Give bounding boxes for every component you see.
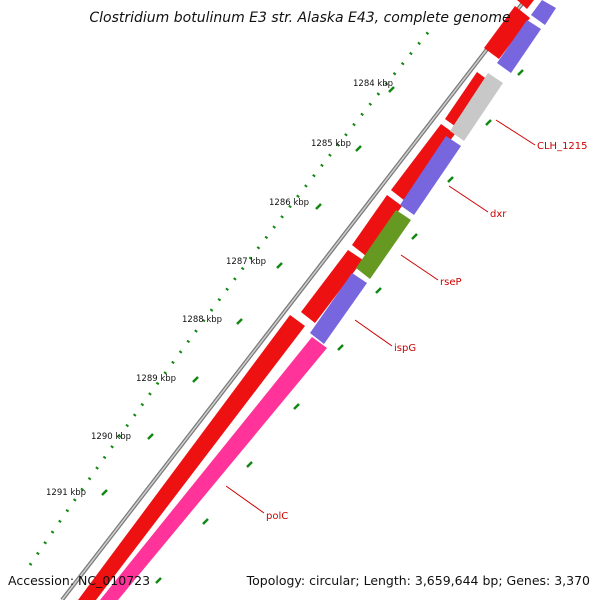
reverse-gene-block[interactable] bbox=[531, 0, 556, 25]
reverse-gene-block[interactable] bbox=[497, 20, 541, 73]
reverse-strand-track bbox=[100, 0, 556, 600]
genome-backbone-highlight bbox=[61, 0, 526, 600]
tick-label: 1287 kbp bbox=[226, 257, 266, 267]
gene-label-rseP[interactable]: rseP bbox=[440, 277, 462, 288]
accession-text: Accession: NC_010723 bbox=[8, 573, 151, 588]
gene-label-polC[interactable]: polC bbox=[266, 511, 288, 522]
tick-label: 1291 kbp bbox=[46, 488, 86, 498]
gene-label-ispG[interactable]: ispG bbox=[394, 343, 416, 354]
tick-label: 1286 kbp bbox=[269, 198, 309, 208]
scale-tick-marks bbox=[101, 86, 395, 496]
tick-labels: 1284 kbp 1285 kbp 1286 kbp 1287 kbp 1288… bbox=[46, 79, 393, 498]
forward-gene-arrow[interactable] bbox=[517, 0, 534, 9]
gene-label-CLH_1215[interactable]: CLH_1215 bbox=[537, 141, 588, 152]
map-title: Clostridium botulinum E3 str. Alaska E43… bbox=[89, 10, 511, 26]
gene-labels: CLH_1215 dxr rseP ispG polC bbox=[266, 141, 588, 522]
forward-gene-arrow[interactable] bbox=[484, 6, 530, 59]
gene-label-leaders bbox=[225, 119, 536, 514]
forward-gene-arrow[interactable] bbox=[391, 124, 455, 201]
dotted-tick-ring bbox=[28, 29, 432, 566]
tick-label: 1289 kbp bbox=[136, 374, 176, 384]
gene-label-dxr[interactable]: dxr bbox=[490, 209, 507, 220]
genome-summary-text: Topology: circular; Length: 3,659,644 bp… bbox=[246, 573, 590, 588]
tick-label: 1285 kbp bbox=[311, 139, 351, 149]
gene-ispG-block[interactable] bbox=[310, 273, 367, 344]
gene-CLH_1215-block[interactable] bbox=[450, 73, 503, 141]
forward-gene-arrow[interactable] bbox=[352, 195, 402, 256]
tick-label: 1284 kbp bbox=[353, 79, 393, 89]
tick-label: 1290 kbp bbox=[91, 432, 131, 442]
gene-rseP-block[interactable] bbox=[356, 210, 411, 279]
gene-dxr-block[interactable] bbox=[400, 136, 461, 215]
tick-label: 1288 kbp bbox=[182, 315, 222, 325]
inner-tick-marks bbox=[155, 69, 524, 584]
forward-gene-arrow[interactable] bbox=[301, 250, 363, 323]
forward-gene-arrow[interactable] bbox=[78, 315, 305, 600]
forward-strand-track bbox=[78, 0, 534, 600]
gene-polC-block[interactable] bbox=[100, 337, 327, 600]
